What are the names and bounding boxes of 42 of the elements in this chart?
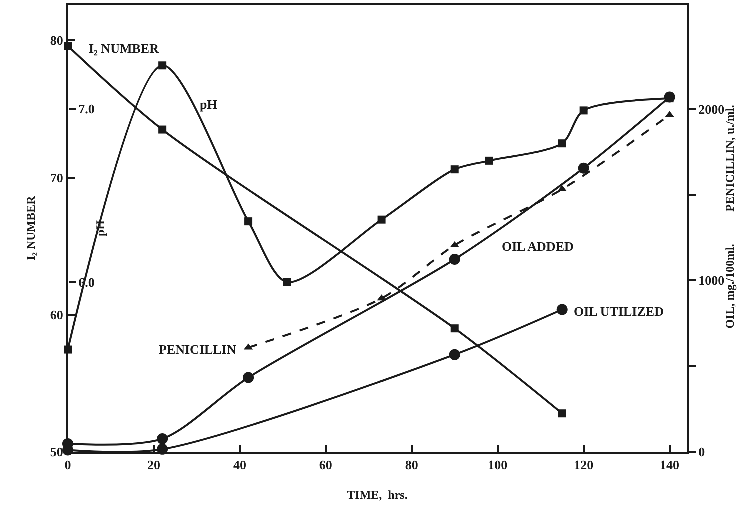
point	[485, 156, 494, 165]
x-tick-label: 40	[233, 458, 246, 473]
x-tick-label: 100	[488, 458, 508, 473]
y-tick-label: 70	[50, 170, 64, 186]
x-tick-label: 0	[64, 458, 72, 473]
point	[578, 162, 590, 174]
point	[558, 140, 566, 148]
y2-tick-label: 0	[698, 444, 706, 460]
y2-axis-title: PENICILLIN, u./ml.	[723, 105, 738, 212]
point	[378, 216, 386, 224]
point	[558, 410, 566, 418]
y-tick-label: 60	[50, 307, 64, 322]
point	[450, 324, 459, 333]
point	[580, 106, 588, 115]
x-tick-label: 80	[405, 458, 418, 473]
point	[556, 304, 568, 316]
x-tick-label: 140	[660, 458, 680, 473]
y3-tick-label: 7.0	[78, 102, 95, 116]
point	[283, 278, 292, 286]
x-axis-title: TIME, hrs.	[347, 488, 408, 502]
point	[449, 254, 460, 266]
x-tick-label: 120	[574, 458, 594, 473]
text: OIL, mg./100ml.	[723, 244, 738, 329]
y2-tick-label: 1000	[698, 273, 725, 288]
series-label: OIL UTILIZED	[574, 304, 664, 319]
point	[157, 433, 168, 444]
point	[243, 372, 254, 384]
point	[158, 62, 167, 70]
y-axis-title: I₂ NUMBER	[24, 196, 38, 261]
point	[449, 349, 460, 360]
y2-tick-label: 2000	[698, 102, 725, 117]
series-label: I₂ NUMBER	[89, 41, 160, 56]
point	[244, 218, 253, 226]
y-tick-label: 50	[50, 444, 64, 460]
series-label: OIL ADDED	[502, 239, 574, 254]
x-tick-label: 60	[319, 458, 332, 473]
y-tick-label: 80	[50, 33, 64, 48]
point	[158, 126, 167, 134]
series-label: pH	[200, 97, 218, 112]
series-label: PENICILLIN	[159, 342, 237, 357]
point	[450, 166, 459, 174]
x-tick-label: 20	[147, 458, 160, 473]
